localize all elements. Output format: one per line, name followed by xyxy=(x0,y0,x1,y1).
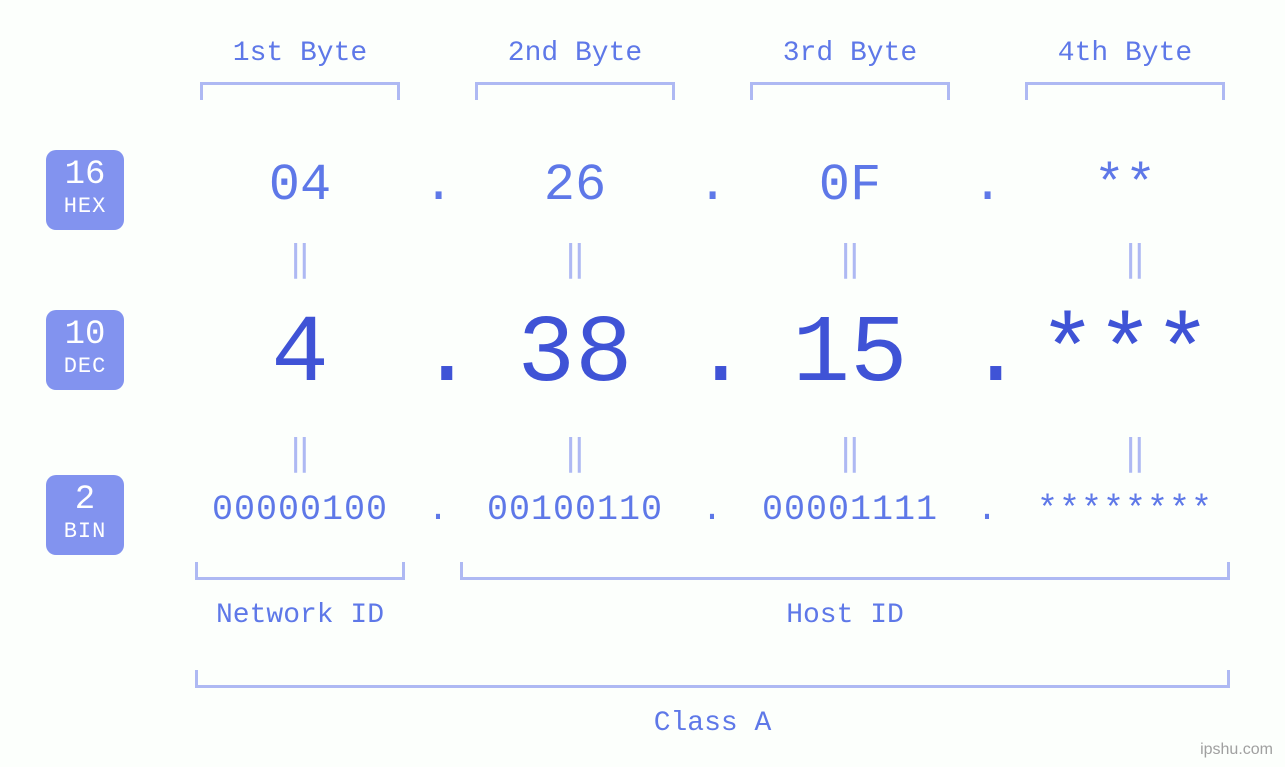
byte-header: 4th Byte xyxy=(1025,38,1225,69)
ip-diagram: 1st Byte 2nd Byte 3rd Byte 4th Byte 16HEX 10D… xyxy=(0,0,1285,767)
dot-separator: . xyxy=(692,300,732,409)
base-label: DEC xyxy=(46,354,124,380)
bottom-bracket-network xyxy=(195,562,405,580)
class-label: Class A xyxy=(195,708,1230,739)
dec-byte: 4 xyxy=(180,300,420,409)
dot-separator: . xyxy=(972,156,1002,215)
base-tag-bin: 2BIN xyxy=(46,475,124,555)
dot-separator: . xyxy=(967,300,1007,409)
equals-icon: ‖ xyxy=(830,238,870,281)
bottom-bracket-host xyxy=(460,562,1230,580)
equals-icon: ‖ xyxy=(830,432,870,475)
byte-header: 1st Byte xyxy=(200,38,400,69)
dot-separator: . xyxy=(418,300,458,409)
equals-icon: ‖ xyxy=(1115,432,1155,475)
network-id-label: Network ID xyxy=(195,600,405,631)
dot-separator: . xyxy=(423,156,453,215)
host-id-label: Host ID xyxy=(460,600,1230,631)
base-label: BIN xyxy=(46,519,124,545)
dec-byte: *** xyxy=(1005,300,1245,409)
bin-byte: ******** xyxy=(1005,490,1245,530)
watermark: ipshu.com xyxy=(1200,741,1273,759)
dot-separator: . xyxy=(697,156,727,215)
equals-icon: ‖ xyxy=(280,238,320,281)
bottom-bracket-class xyxy=(195,670,1230,688)
dot-separator: . xyxy=(697,490,727,530)
equals-icon: ‖ xyxy=(280,432,320,475)
top-bracket xyxy=(200,82,400,100)
dec-byte: 38 xyxy=(455,300,695,409)
bin-byte: 00000100 xyxy=(180,490,420,530)
dot-separator: . xyxy=(423,490,453,530)
bin-byte: 00001111 xyxy=(730,490,970,530)
top-bracket xyxy=(475,82,675,100)
bin-byte: 00100110 xyxy=(455,490,695,530)
hex-byte: ** xyxy=(1045,156,1205,215)
base-label: HEX xyxy=(46,194,124,220)
equals-icon: ‖ xyxy=(555,238,595,281)
byte-header: 3rd Byte xyxy=(750,38,950,69)
base-number: 16 xyxy=(46,156,124,194)
hex-byte: 04 xyxy=(220,156,380,215)
equals-icon: ‖ xyxy=(1115,238,1155,281)
hex-byte: 26 xyxy=(495,156,655,215)
top-bracket xyxy=(1025,82,1225,100)
base-tag-dec: 10DEC xyxy=(46,310,124,390)
base-number: 10 xyxy=(46,316,124,354)
dot-separator: . xyxy=(972,490,1002,530)
base-number: 2 xyxy=(46,481,124,519)
byte-header: 2nd Byte xyxy=(475,38,675,69)
base-tag-hex: 16HEX xyxy=(46,150,124,230)
equals-icon: ‖ xyxy=(555,432,595,475)
hex-byte: 0F xyxy=(770,156,930,215)
top-bracket xyxy=(750,82,950,100)
dec-byte: 15 xyxy=(730,300,970,409)
